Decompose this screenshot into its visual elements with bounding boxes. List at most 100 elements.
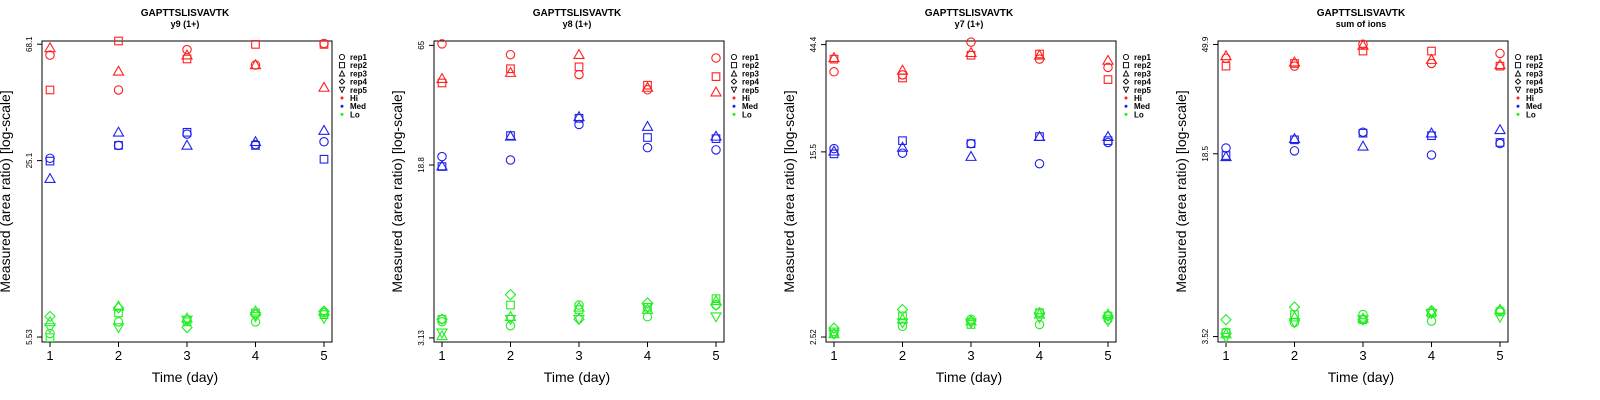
data-point — [898, 136, 907, 146]
x-tick-label: 4 — [644, 348, 651, 363]
data-point — [1494, 123, 1506, 135]
data-point — [1357, 140, 1369, 151]
data-point — [436, 159, 448, 171]
data-point — [642, 142, 653, 153]
data-point — [1033, 130, 1046, 141]
data-point — [436, 72, 448, 84]
data-point — [437, 39, 447, 49]
data-point — [1034, 319, 1045, 330]
legend-label: rep2 — [1134, 61, 1151, 70]
y-axis-label: Measured (area ratio) [log-scale] — [781, 90, 797, 292]
data-point — [573, 110, 585, 122]
data-point — [1357, 39, 1369, 50]
y-tick-label: 65 — [417, 40, 426, 49]
data-point — [710, 130, 722, 141]
legend-symbol-dot — [1124, 112, 1128, 116]
data-point — [1495, 48, 1505, 59]
data-point — [711, 53, 721, 63]
x-tick-label: 3 — [967, 348, 974, 363]
data-point — [181, 321, 193, 334]
data-point — [318, 313, 330, 325]
plot-frame — [41, 40, 333, 343]
data-point — [436, 328, 448, 339]
data-point — [828, 329, 840, 340]
data-point — [250, 317, 261, 327]
data-point — [710, 312, 722, 323]
x-tick-label: 5 — [1104, 348, 1111, 363]
data-point — [1426, 150, 1437, 160]
legend-symbol-dot — [1124, 96, 1128, 100]
legend-symbol-square — [730, 62, 738, 69]
y-tick-label: 68.1 — [25, 36, 34, 52]
x-tick-label: 2 — [115, 348, 122, 363]
data-point — [318, 305, 330, 316]
plot-frame — [1217, 40, 1509, 343]
legend-label: rep4 — [1134, 78, 1151, 87]
data-point — [114, 36, 123, 46]
y-tick-label: 15.5 — [809, 144, 818, 160]
data-point — [641, 297, 654, 309]
data-point — [1358, 309, 1368, 320]
data-point — [45, 333, 55, 343]
x-tick-label: 4 — [252, 348, 259, 363]
data-point — [1289, 146, 1300, 156]
legend-label: Lo — [1526, 110, 1536, 119]
y-axis-label: Measured (area ratio) [log-scale] — [0, 90, 13, 292]
legend-symbol-diamond — [1122, 78, 1130, 85]
x-tick-label: 1 — [1222, 348, 1229, 363]
data-point — [249, 305, 262, 316]
data-point — [1494, 58, 1506, 70]
legend-symbol-circle — [1514, 53, 1522, 61]
y-axis-label: Measured (area ratio) [log-scale] — [1173, 90, 1189, 292]
legend-label: Hi — [742, 94, 750, 103]
data-point — [966, 138, 976, 149]
chart-subtitle: sum of ions — [1336, 19, 1387, 29]
data-point — [1220, 49, 1232, 61]
data-point — [710, 294, 722, 306]
x-tick-label: 1 — [46, 348, 53, 363]
data-point — [1103, 137, 1113, 148]
data-point — [506, 300, 515, 310]
legend-label: Hi — [1134, 94, 1142, 103]
x-tick-label: 3 — [183, 348, 190, 363]
legend-label: rep2 — [1526, 61, 1543, 70]
data-point — [44, 323, 56, 334]
x-axis-label: Time (day) — [1328, 369, 1394, 385]
data-point — [965, 46, 977, 58]
data-point — [319, 137, 329, 147]
legend-symbol-triangle — [730, 69, 738, 77]
x-tick-label: 3 — [575, 348, 582, 363]
data-point — [711, 72, 721, 81]
legend-symbol-diamond — [338, 78, 346, 85]
legend-symbol-down-triangle — [730, 86, 738, 94]
legend-label: rep2 — [742, 61, 759, 70]
legend-label: rep3 — [350, 69, 367, 78]
y-tick-label: 3.52 — [1201, 328, 1210, 344]
data-point — [436, 313, 448, 326]
legend-label: rep3 — [742, 69, 759, 78]
data-point — [1288, 310, 1301, 322]
x-axis-label: Time (day) — [936, 369, 1002, 385]
data-point — [113, 140, 124, 151]
legend-label: Lo — [350, 110, 360, 119]
legend-label: rep1 — [1134, 53, 1151, 62]
data-point — [1102, 310, 1114, 322]
legend-label: rep4 — [1526, 78, 1543, 87]
data-point — [181, 139, 193, 150]
data-point — [1220, 332, 1232, 344]
legend-label: rep5 — [1134, 86, 1151, 95]
data-point — [182, 127, 192, 137]
data-point — [1033, 313, 1046, 324]
data-point — [897, 321, 908, 332]
legend-symbol-diamond — [1514, 78, 1522, 85]
data-point — [1102, 316, 1114, 328]
data-point — [114, 308, 123, 318]
data-point — [1221, 61, 1231, 71]
data-point — [318, 81, 330, 92]
data-point — [506, 64, 515, 74]
data-point — [437, 151, 447, 162]
plot-frame — [433, 40, 725, 343]
data-point — [965, 318, 977, 329]
